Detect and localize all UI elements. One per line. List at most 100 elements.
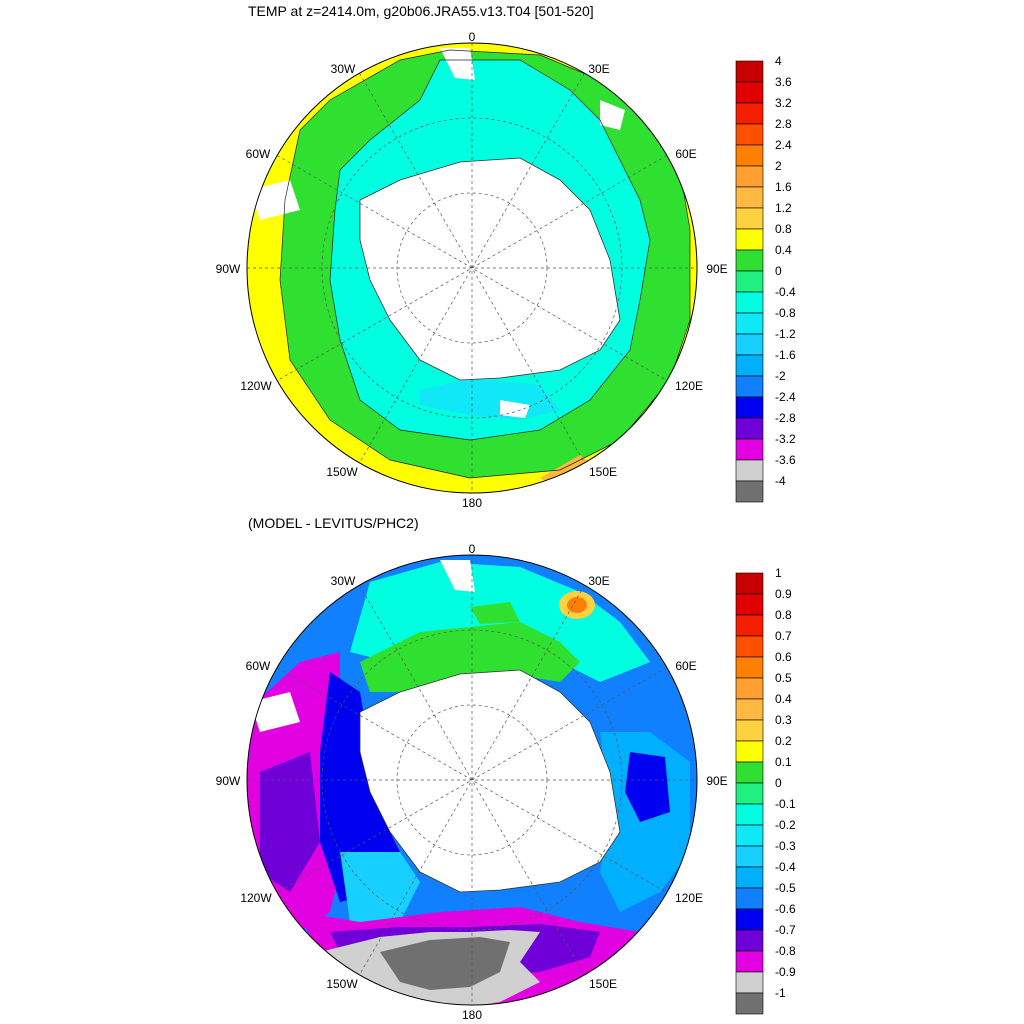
colorbar-label: -0.3: [775, 839, 796, 853]
colorbar-label: -4: [775, 474, 786, 488]
lon-label-120w: 120W: [240, 891, 272, 905]
colorbar-box: [735, 698, 764, 721]
colorbar-box: [735, 782, 764, 805]
colorbar-label: -0.2: [775, 818, 796, 832]
colorbar-label: 0.2: [775, 734, 792, 748]
colorbar-box: [735, 950, 764, 973]
colorbar-box: [735, 81, 764, 104]
colorbar-label: 0.8: [775, 222, 792, 236]
colorbar-box: [735, 992, 764, 1015]
colorbar-box: [735, 144, 764, 167]
lon-label-90w: 90W: [216, 262, 241, 276]
colorbar-label: 3.2: [775, 96, 792, 110]
colorbar-box: [735, 480, 764, 503]
colorbar-label: 0.9: [775, 587, 792, 601]
lon-label-0: 0: [469, 30, 476, 44]
colorbar-box: [735, 438, 764, 461]
top-colorbar: 4 3.6 3.2 2.8 2.4 2 1.6 1.2 0.8 0.4 0 -0.4 -0.8 -1.2 -…: [735, 54, 796, 503]
lon-label-60e: 60E: [675, 147, 696, 161]
colorbar-label: 0.5: [775, 671, 792, 685]
lon-label-30w: 30W: [331, 574, 356, 588]
colorbar-label: -0.1: [775, 797, 796, 811]
colorbar-label: 2.4: [775, 138, 792, 152]
colorbar-label: -0.7: [775, 923, 796, 937]
colorbar-label: -3.6: [775, 453, 796, 467]
lon-label-90e: 90E: [706, 262, 727, 276]
bottom-panel-title: (MODEL - LEVITUS/PHC2): [248, 515, 419, 531]
lon-label-60w: 60W: [246, 659, 271, 673]
colorbar-box: [735, 417, 764, 440]
bottom-colorbar: 1 0.9 0.8 0.7 0.6 0.5 0.4 0.3 0.2 0.1 0 -0.1 -0.2 -0.…: [735, 566, 796, 1015]
lon-label-30e: 30E: [588, 574, 609, 588]
colorbar-box: [735, 354, 764, 377]
colorbar-label: -3.2: [775, 432, 796, 446]
lon-label-150e: 150E: [589, 977, 617, 991]
lon-label-150e: 150E: [589, 465, 617, 479]
colorbar-label: 2.8: [775, 117, 792, 131]
colorbar-label: 0.1: [775, 755, 792, 769]
lon-label-90w: 90W: [216, 774, 241, 788]
colorbar-box: [735, 740, 764, 763]
colorbar-box: [735, 719, 764, 742]
colorbar-box: [735, 396, 764, 419]
top-polar-map: 0 30E 60E 90E 120E 150E 180 150W 120W 90…: [216, 30, 796, 510]
colorbar-label: 0: [775, 776, 782, 790]
colorbar-box: [735, 614, 764, 637]
lon-label-120e: 120E: [675, 891, 703, 905]
colorbar-box: [735, 971, 764, 994]
colorbar-box: [735, 845, 764, 868]
lon-label-0: 0: [469, 542, 476, 556]
colorbar-box: [735, 572, 764, 595]
colorbar-label: 1.2: [775, 201, 792, 215]
colorbar-box: [735, 375, 764, 398]
colorbar-box: [735, 123, 764, 146]
colorbar-box: [735, 249, 764, 272]
colorbar-label: -0.4: [775, 285, 796, 299]
colorbar-label: 4: [775, 54, 782, 68]
bottom-lon-labels: 0 30E 60E 90E 120E 150E 180 150W 120W 90…: [216, 542, 728, 1022]
colorbar-label: -0.6: [775, 902, 796, 916]
colorbar-label: -1.2: [775, 327, 796, 341]
colorbar-box: [735, 102, 764, 125]
colorbar-box: [735, 929, 764, 952]
colorbar-box: [735, 291, 764, 314]
colorbar-box: [735, 677, 764, 700]
colorbar-box: [735, 761, 764, 784]
colorbar-box: [735, 333, 764, 356]
colorbar-box: [735, 270, 764, 293]
colorbar-label: 3.6: [775, 75, 792, 89]
lon-label-150w: 150W: [326, 977, 358, 991]
lon-label-30w: 30W: [331, 62, 356, 76]
colorbar-label: -1.6: [775, 348, 796, 362]
colorbar-box: [735, 207, 764, 230]
lon-label-180: 180: [462, 496, 482, 510]
lon-label-30e: 30E: [588, 62, 609, 76]
colorbar-box: [735, 908, 764, 931]
bottom-map-frame: [246, 554, 698, 1006]
bottom-graticule: [247, 555, 697, 1005]
top-panel-title: TEMP at z=2414.0m, g20b06.JRA55.v13.T04 …: [248, 3, 594, 19]
lon-label-60e: 60E: [675, 659, 696, 673]
colorbar-label: 2: [775, 159, 782, 173]
colorbar-box: [735, 165, 764, 188]
lon-label-120w: 120W: [240, 379, 272, 393]
colorbar-box: [735, 635, 764, 658]
colorbar-label: 0.8: [775, 608, 792, 622]
colorbar-box: [735, 656, 764, 679]
colorbar-label: -0.5: [775, 881, 796, 895]
colorbar-box: [735, 60, 764, 83]
colorbar-box: [735, 824, 764, 847]
lon-label-150w: 150W: [326, 465, 358, 479]
colorbar-label: 0.3: [775, 713, 792, 727]
colorbar-label: 0.6: [775, 650, 792, 664]
colorbar-box: [735, 459, 764, 482]
bottom-polar-map: 0 30E 60E 90E 120E 150E 180 150W 120W 90…: [216, 542, 796, 1022]
colorbar-label: -2.8: [775, 411, 796, 425]
colorbar-label: -0.8: [775, 306, 796, 320]
top-map-frame: [246, 42, 698, 494]
lon-label-120e: 120E: [675, 379, 703, 393]
colorbar-label: -0.4: [775, 860, 796, 874]
lon-label-90e: 90E: [706, 774, 727, 788]
top-graticule: [247, 43, 697, 493]
colorbar-box: [735, 186, 764, 209]
